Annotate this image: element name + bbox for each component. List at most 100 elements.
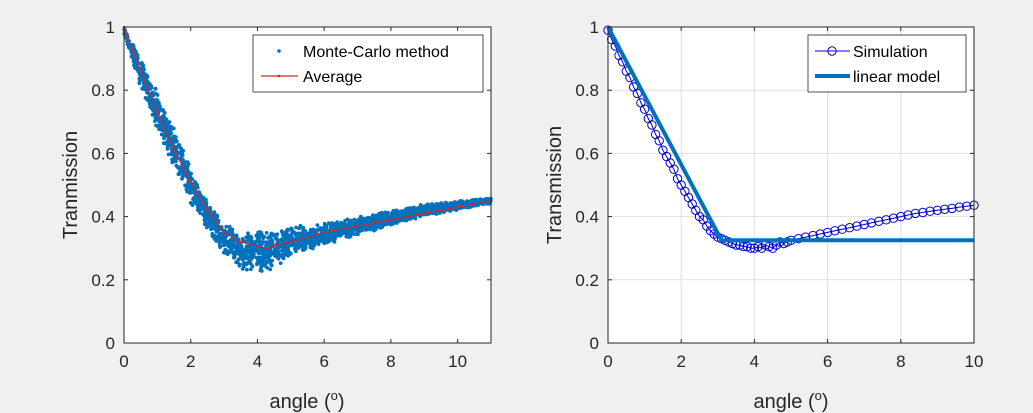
scatter-point (181, 148, 186, 153)
scatter-point (294, 225, 298, 230)
scatter-point (137, 81, 142, 86)
scatter-point (264, 241, 269, 246)
average-point (222, 231, 226, 234)
scatter-point (328, 224, 333, 229)
scatter-point (153, 113, 158, 117)
scatter-point (198, 204, 202, 209)
legend-box-left (252, 34, 484, 93)
scatter-point (302, 246, 307, 251)
scatter-point (383, 216, 388, 221)
scatter-point (365, 217, 370, 222)
average-point (289, 240, 293, 244)
scatter-point (187, 173, 192, 178)
scatter-point (234, 234, 239, 239)
simulation-marker (932, 205, 943, 216)
scatter-point (203, 216, 208, 221)
y-tick-label: 0.8 (575, 81, 599, 100)
scatter-point (229, 247, 234, 251)
scatter-point (212, 213, 217, 218)
simulation-marker (822, 227, 833, 238)
average-point (456, 205, 459, 209)
simulation-marker (910, 208, 921, 219)
scatter-point (236, 257, 241, 262)
scatter-point (161, 141, 166, 146)
scatter-point (407, 212, 411, 217)
scatter-point (342, 224, 346, 229)
scatter-point (246, 236, 251, 241)
scatter-point (297, 226, 301, 231)
scatter-point (148, 86, 153, 91)
scatter-point (172, 153, 177, 158)
scatter-point (282, 246, 287, 251)
scatter-point (250, 254, 255, 259)
y-tick-label: 0.8 (91, 81, 115, 100)
simulation-marker (918, 207, 928, 218)
scatter-point (235, 249, 240, 254)
legend-label-simulation: Simulation (853, 44, 928, 61)
scatter-point (246, 248, 251, 253)
simulation-marker (903, 210, 913, 220)
x-axis-label-right: angle (o) (753, 388, 828, 413)
simulation-marker (954, 202, 965, 212)
scatter-point (209, 227, 214, 232)
simulation-marker (746, 243, 756, 253)
simulation-marker (859, 219, 869, 230)
simulation-marker (925, 206, 935, 216)
y-axis-label-right: Transmission (544, 126, 566, 244)
scatter-point (249, 245, 253, 250)
average-point (156, 111, 159, 114)
y-tick-label: 0.6 (575, 144, 599, 163)
scatter-point (173, 135, 178, 140)
axes-box-right (607, 26, 975, 344)
y-tick-label: 0 (106, 334, 115, 353)
scatter-point (185, 185, 190, 189)
legend-item-average: Average (261, 69, 362, 86)
scatter-point (280, 248, 284, 253)
scatter-point (197, 198, 202, 203)
scatter-point (401, 217, 406, 222)
scatter-point (229, 238, 234, 243)
scatter-point (276, 247, 280, 252)
scatter-point (315, 223, 320, 228)
scatter-point (318, 234, 322, 238)
scatter-point (237, 263, 242, 268)
simulation-marker (830, 226, 840, 236)
scatter-point (188, 190, 193, 195)
scatter-point (212, 210, 217, 215)
y-tick-label: 0.2 (91, 271, 115, 290)
scatter-point (320, 239, 325, 244)
scatter-point (447, 202, 452, 207)
scatter-point (327, 239, 331, 244)
scatter-point (281, 231, 286, 236)
axes-box-left (123, 26, 492, 344)
scatter-point (394, 208, 399, 213)
legend-item-linear-model: linear model (815, 69, 940, 86)
scatter-point (439, 202, 444, 207)
scatter-point (268, 240, 272, 245)
scatter-point (186, 180, 191, 185)
x-tick-label: 6 (319, 352, 328, 371)
scatter-point (244, 244, 249, 249)
average-point (266, 247, 269, 250)
simulation-marker (639, 104, 650, 114)
scatter-point (191, 196, 196, 201)
simulation-marker (888, 213, 899, 223)
scatter-point (268, 262, 273, 266)
scatter-point (356, 219, 361, 223)
legend-marker-average (277, 74, 281, 78)
simulation-marker (866, 218, 877, 228)
scatter-point (269, 231, 274, 236)
scatter-point (167, 124, 172, 129)
scatter-point (186, 162, 191, 167)
scatter-point (155, 101, 160, 106)
scatter-point (192, 200, 197, 204)
y-tick-label: 0 (590, 334, 599, 353)
scatter-point (273, 248, 277, 253)
y-tick-label: 0.4 (575, 208, 599, 227)
x-tick-label: 6 (823, 352, 832, 371)
average-point (322, 231, 326, 234)
legend-label-linear-model: linear model (853, 69, 940, 86)
average-point (389, 218, 393, 221)
scatter-point (158, 104, 162, 108)
scatter-point (209, 220, 214, 224)
